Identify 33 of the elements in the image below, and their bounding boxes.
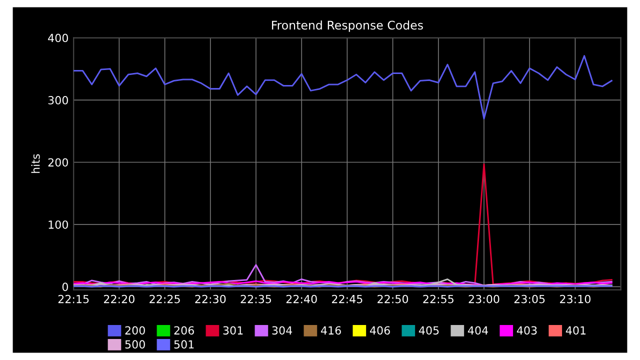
x-tick-label: 23:10	[560, 294, 590, 304]
legend-label: 416	[320, 326, 341, 335]
x-tick-label: 22:30	[195, 294, 226, 304]
y-tick-label: 200	[48, 158, 68, 167]
legend-label: 500	[125, 340, 145, 349]
legend-label: 406	[370, 326, 390, 335]
chart-title: Frontend Response Codes	[272, 20, 423, 32]
legend-label: 206	[174, 326, 194, 335]
legend-label: 404	[468, 326, 488, 335]
y-axis-title: hits	[31, 154, 40, 173]
y-tick-label: 400	[48, 34, 68, 42]
legend-label: 403	[516, 326, 537, 335]
x-tick-label: 23:05	[514, 294, 545, 304]
line-series	[74, 264, 612, 286]
legend-label: 301	[223, 326, 243, 335]
legend-label: 405	[418, 326, 439, 335]
x-tick-label: 23:00	[468, 294, 500, 304]
x-tick-label: 22:15	[58, 294, 89, 304]
x-tick-label: 22:40	[286, 294, 317, 304]
x-tick-label: 22:45	[332, 294, 362, 304]
x-tick-label: 22:55	[423, 294, 454, 304]
x-tick-label: 22:25	[150, 294, 180, 304]
line-series	[74, 55, 612, 120]
legend-label: 200	[125, 326, 145, 335]
legend-label: 501	[174, 340, 194, 349]
y-tick-label: 100	[48, 220, 68, 229]
x-tick-label: 22:50	[378, 294, 408, 304]
x-tick-label: 22:20	[104, 294, 134, 304]
y-tick-label: 0	[62, 282, 68, 292]
legend-label: 304	[272, 326, 292, 335]
y-tick-label: 300	[48, 96, 68, 104]
x-tick-label: 22:35	[240, 294, 272, 304]
legend-label: 401	[566, 326, 586, 335]
